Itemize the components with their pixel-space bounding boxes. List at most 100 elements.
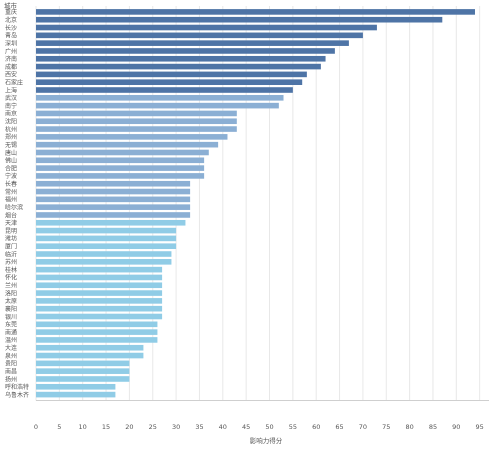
bar[interactable] <box>36 126 237 132</box>
x-tick-label: 10 <box>79 423 87 431</box>
bar[interactable] <box>36 235 177 242</box>
category-label: 哈尔滨 <box>5 203 23 211</box>
x-tick-label: 20 <box>125 423 133 431</box>
x-tick-label: 55 <box>289 423 297 431</box>
bar[interactable] <box>36 259 172 265</box>
bar[interactable] <box>36 102 279 109</box>
bar[interactable] <box>36 204 191 210</box>
x-tick-label: 45 <box>242 423 250 431</box>
category-label: 东莞 <box>5 321 17 329</box>
category-label: 扬州 <box>5 375 17 383</box>
category-label: 无锡 <box>5 141 17 149</box>
bar[interactable] <box>36 360 130 367</box>
category-label: 青岛 <box>5 32 17 40</box>
category-label: 佛山 <box>5 157 17 165</box>
bar[interactable] <box>36 344 144 351</box>
category-label: 洛阳 <box>5 289 17 297</box>
category-label: 合肥 <box>5 164 17 172</box>
bar[interactable] <box>36 383 116 390</box>
bar[interactable] <box>36 141 219 148</box>
bar[interactable] <box>36 251 172 257</box>
x-tick-label: 40 <box>219 423 227 431</box>
bar[interactable] <box>36 376 130 382</box>
bar[interactable] <box>36 282 163 289</box>
bar[interactable] <box>36 24 377 31</box>
bar[interactable] <box>36 79 303 85</box>
category-label: 广州 <box>5 47 17 55</box>
x-tick-label: 95 <box>476 423 484 431</box>
bar[interactable] <box>36 95 284 101</box>
bar[interactable] <box>36 55 326 62</box>
category-label: 济南 <box>5 55 17 63</box>
category-label: 贵阳 <box>5 360 17 368</box>
bar[interactable] <box>36 243 177 250</box>
bar[interactable] <box>36 290 163 296</box>
bar[interactable] <box>36 149 209 156</box>
bar[interactable] <box>36 134 228 140</box>
bar[interactable] <box>36 157 205 164</box>
bar[interactable] <box>36 32 363 39</box>
bar[interactable] <box>36 298 163 304</box>
category-label: 北京 <box>5 16 17 24</box>
category-label: 唐山 <box>5 149 17 157</box>
bar[interactable] <box>36 48 335 54</box>
x-tick-label: 15 <box>102 423 110 431</box>
bar[interactable] <box>36 173 205 179</box>
bar[interactable] <box>36 305 163 312</box>
bar[interactable] <box>36 329 158 335</box>
category-label: 怀化 <box>5 274 17 282</box>
category-label: 宁波 <box>5 172 17 180</box>
category-label: 临沂 <box>5 250 17 258</box>
x-tick-label: 70 <box>359 423 367 431</box>
x-tick-label: 65 <box>335 423 343 431</box>
bar[interactable] <box>36 337 158 343</box>
bar[interactable] <box>36 118 237 125</box>
bar[interactable] <box>36 266 163 273</box>
category-label: 常州 <box>5 188 17 196</box>
category-label: 长春 <box>5 180 17 188</box>
bar[interactable] <box>36 212 191 218</box>
bar[interactable] <box>36 40 349 46</box>
bar[interactable] <box>36 63 321 70</box>
x-tick-label: 25 <box>149 423 157 431</box>
x-tick-label: 30 <box>172 423 180 431</box>
bar[interactable] <box>36 196 191 203</box>
category-label: 昆明 <box>5 228 17 235</box>
bar[interactable] <box>36 274 163 281</box>
category-label: 银川 <box>5 313 17 321</box>
bar[interactable] <box>36 313 163 320</box>
category-label: 乌鲁木齐 <box>5 391 29 399</box>
bar[interactable] <box>36 352 144 359</box>
category-header: 城市 <box>4 1 18 10</box>
bar[interactable] <box>36 188 191 195</box>
category-label: 石家庄 <box>5 78 23 86</box>
bar[interactable] <box>36 71 307 78</box>
x-tick-labels: 0 5 10 15 20 25 30 35 40 45 50 55 60 65 70 75 80 85 90 95 <box>34 423 484 431</box>
category-label: 南昌 <box>5 367 17 375</box>
bar[interactable] <box>36 180 191 187</box>
category-labels: 重庆北京长沙青岛深圳广州济南成都西安石家庄上海武汉南宁南京沈阳杭州郑州无锡唐山佛… <box>5 8 29 399</box>
bar[interactable] <box>36 9 475 15</box>
bar[interactable] <box>36 219 186 226</box>
category-label: 厦门 <box>5 243 17 251</box>
bar[interactable] <box>36 368 130 374</box>
bar[interactable] <box>36 16 443 23</box>
category-label: 泉州 <box>5 352 17 360</box>
category-label: 襄阳 <box>5 305 17 313</box>
bar[interactable] <box>36 391 116 398</box>
x-tick-label: 85 <box>429 423 437 431</box>
category-label: 福州 <box>5 196 17 204</box>
category-label: 大连 <box>5 344 17 352</box>
bar[interactable] <box>36 227 177 234</box>
category-label: 兰州 <box>5 282 17 290</box>
x-tick-label: 0 <box>34 423 38 431</box>
bar[interactable] <box>36 87 293 93</box>
x-tick-label: 50 <box>265 423 273 431</box>
bar[interactable] <box>36 321 158 328</box>
category-label: 太原 <box>5 297 17 305</box>
category-label: 长沙 <box>5 24 17 32</box>
bar[interactable] <box>36 165 205 171</box>
bar[interactable] <box>36 110 237 117</box>
